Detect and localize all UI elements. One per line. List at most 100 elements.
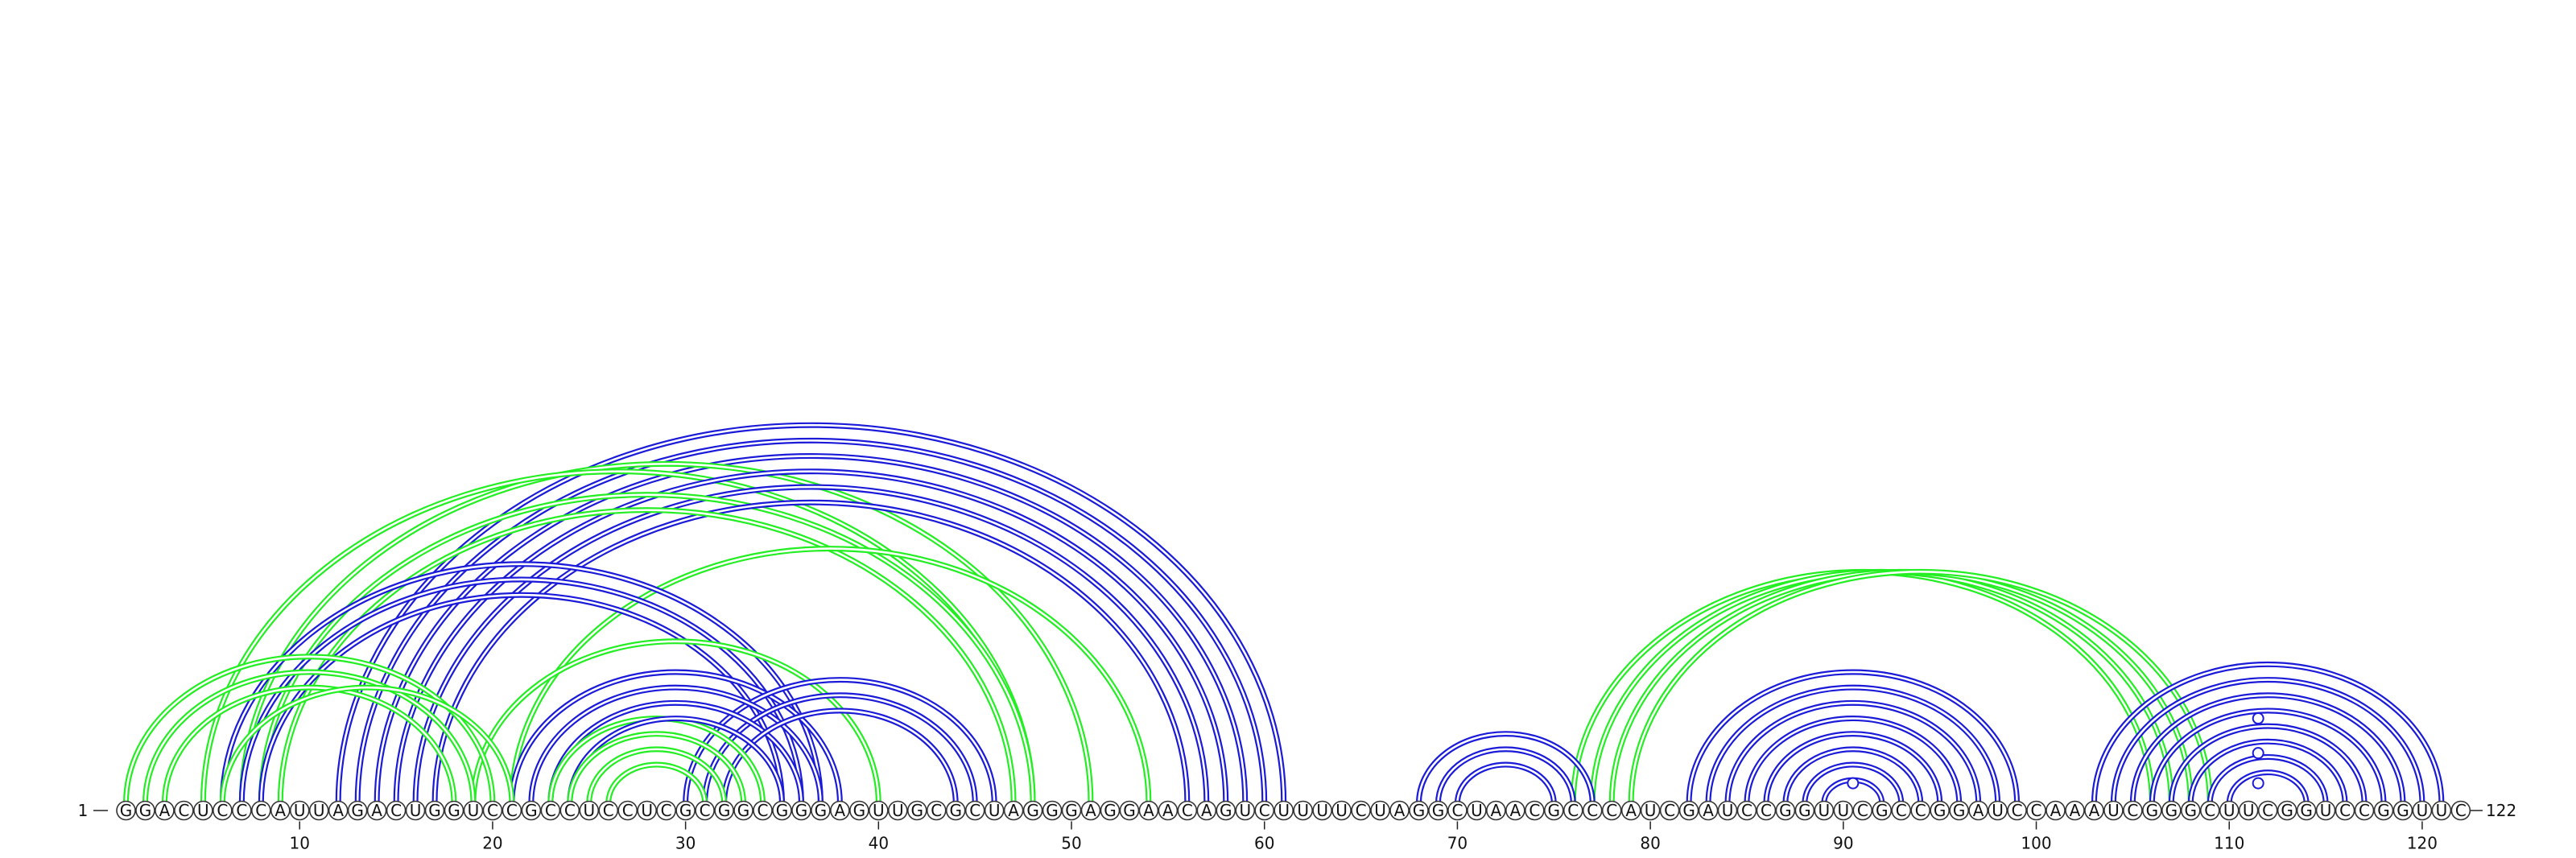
nucleotide-letter: U xyxy=(294,801,306,820)
nucleotide-88: G xyxy=(1794,800,1815,821)
nucleotide-23: C xyxy=(540,800,561,821)
nucleotide-26: C xyxy=(598,800,619,821)
nucleotide-circle xyxy=(1196,800,1217,821)
nucleotide-letter: G xyxy=(776,801,789,820)
nucleotide-letter: U xyxy=(313,801,325,820)
nucleotide-circle xyxy=(502,800,522,821)
tick-20: 20 xyxy=(482,821,503,853)
arc-inner-line xyxy=(394,470,1228,804)
nucleotide-letter: C xyxy=(622,801,634,820)
tick-100: 100 xyxy=(2021,821,2052,853)
arc-blue-108-116 xyxy=(2187,738,2348,804)
nucleotide-letter: G xyxy=(1065,801,1078,820)
nucleotide-letter: G xyxy=(949,801,962,820)
nucleotide-31: C xyxy=(695,800,715,821)
nucleotide-letter: G xyxy=(2377,801,2390,820)
nucleotide-104: U xyxy=(2103,800,2124,821)
nucleotide-circle xyxy=(656,800,676,821)
arc-inner-line xyxy=(588,748,725,804)
nucleotide-67: A xyxy=(1389,800,1410,821)
arc-outer-line xyxy=(1415,731,1596,804)
nucleotide-letter: A xyxy=(2070,801,2081,820)
arc-green-5-48 xyxy=(200,468,1036,804)
nucleotide-62: U xyxy=(1293,800,1313,821)
nucleotide-circle xyxy=(714,800,734,821)
nucleotide-circle xyxy=(2392,800,2413,821)
tick-label: 120 xyxy=(2407,834,2438,853)
arc-inner-line xyxy=(1418,732,1594,804)
loop-markers xyxy=(1847,712,2264,790)
nucleotide-circle xyxy=(1003,800,1024,821)
nucleotide-letter: C xyxy=(1915,801,1926,820)
arc-green-79-109 xyxy=(1628,568,2213,804)
nucleotide-74: C xyxy=(1525,800,1545,821)
nucleotide-circle xyxy=(926,800,947,821)
nucleotide-letter: G xyxy=(1046,801,1059,820)
nucleotide-circle xyxy=(1254,800,1275,821)
nucleotide-55: A xyxy=(1158,800,1179,821)
nucleotide-circle xyxy=(1447,800,1468,821)
nucleotide-letter: G xyxy=(2396,801,2409,820)
nucleotide-circle xyxy=(1177,800,1198,821)
nucleotide-circle xyxy=(617,800,638,821)
nucleotide-letter: C xyxy=(1356,801,1367,820)
nucleotide-48: G xyxy=(1022,800,1043,821)
nucleotide-letter: C xyxy=(931,801,942,820)
nucleotide-circle xyxy=(2296,800,2317,821)
nucleotide-circle xyxy=(289,800,310,821)
nucleotide-116: C xyxy=(2334,800,2355,821)
nucleotide-11: U xyxy=(308,800,329,821)
nucleotide-letter: U xyxy=(2320,801,2332,820)
nucleotide-letter: C xyxy=(255,801,266,820)
nucleotide-letter: A xyxy=(275,801,286,820)
nucleotide-letter: U xyxy=(1992,801,2004,820)
nucleotide-circle xyxy=(2123,800,2143,821)
nucleotide-17: G xyxy=(424,800,445,821)
arc-blue-107-117 xyxy=(2168,723,2368,804)
nucleotide-4: C xyxy=(174,800,194,821)
nucleotide-letter: C xyxy=(661,801,672,820)
nucleotide-108: G xyxy=(2180,800,2201,821)
nucleotide-circle xyxy=(1312,800,1332,821)
nucleotide-92: G xyxy=(1872,800,1893,821)
nucleotide-8: C xyxy=(250,800,271,821)
nucleotide-30: G xyxy=(675,800,696,821)
nucleotide-77: C xyxy=(1582,800,1603,821)
arc-green-21-54 xyxy=(509,546,1152,804)
nucleotide-letter: G xyxy=(1123,801,1136,820)
nucleotide-letter: U xyxy=(1374,801,1386,820)
arc-inner-line xyxy=(723,709,957,804)
arc-inner-line xyxy=(1726,702,1979,804)
nucleotide-circle xyxy=(135,800,155,821)
nucleotide-letter: G xyxy=(853,801,866,820)
nucleotide-16: U xyxy=(405,800,426,821)
nucleotide-9: A xyxy=(270,800,291,821)
nucleotide-circle xyxy=(1563,800,1583,821)
nucleotide-letter: G xyxy=(737,801,750,820)
arc-inner-line xyxy=(375,455,1247,804)
nucleotide-circle xyxy=(1138,800,1159,821)
nucleotide-89: U xyxy=(1814,800,1835,821)
arc-inner-line xyxy=(433,501,1189,804)
arc-inner-line xyxy=(472,640,880,804)
nucleotide-29: C xyxy=(656,800,676,821)
nucleotide-circle xyxy=(116,800,136,821)
nucleotide-circle xyxy=(2161,800,2182,821)
nucleotide-49: G xyxy=(1042,800,1063,821)
start-label: 1 xyxy=(78,801,89,820)
tick-90: 90 xyxy=(1833,821,1854,853)
arc-inner-line xyxy=(2189,740,2347,804)
nucleotide-letter: A xyxy=(2089,801,2100,820)
nucleotide-47: A xyxy=(1003,800,1024,821)
nucleotide-letter: G xyxy=(1779,801,1792,820)
nucleotide-circle xyxy=(984,800,1005,821)
arc-blue-106-118 xyxy=(2149,707,2387,804)
nucleotide-letter: A xyxy=(1509,801,1521,820)
nucleotide-circle xyxy=(521,800,542,821)
arc-inner-line xyxy=(2093,663,2443,804)
tick-label: 60 xyxy=(1254,834,1274,853)
nucleotide-letter: G xyxy=(351,801,364,820)
nucleotide-letter: G xyxy=(448,801,460,820)
arc-blue-21-38 xyxy=(509,669,843,804)
